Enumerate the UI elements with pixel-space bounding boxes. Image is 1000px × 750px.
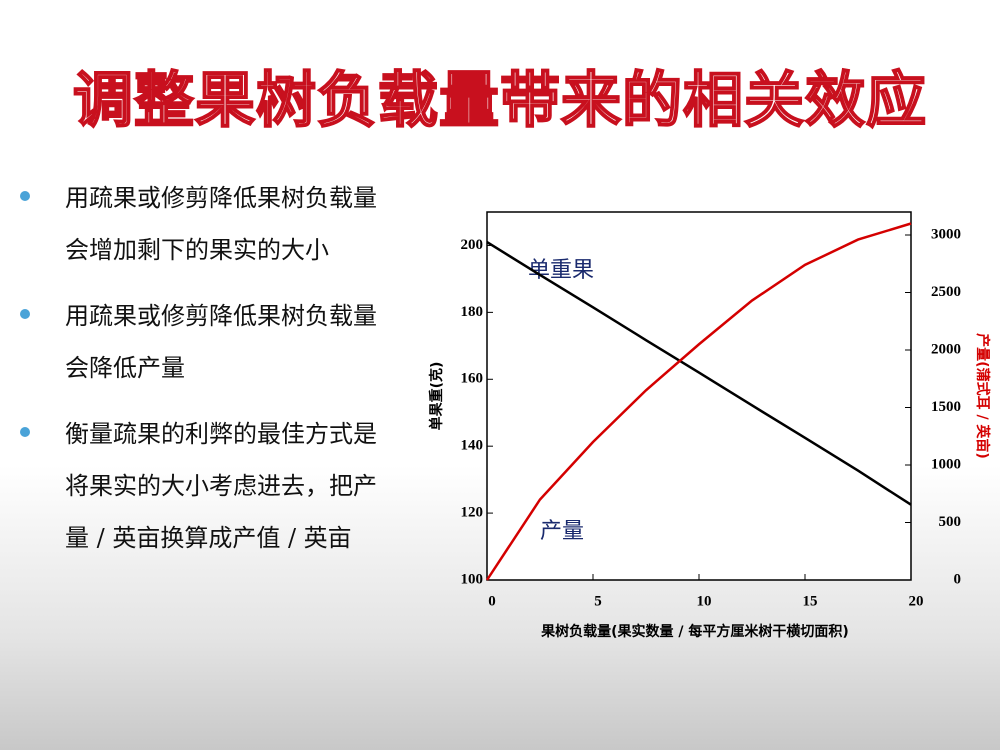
y2-tick-label: 1000 bbox=[931, 456, 961, 472]
y2-tick-label: 0 bbox=[954, 571, 962, 587]
x-tick-label: 5 bbox=[594, 593, 602, 609]
x-tick-label: 10 bbox=[697, 593, 712, 609]
y2-tick-label: 3000 bbox=[931, 226, 961, 242]
x-tick-label: 15 bbox=[803, 593, 818, 609]
y-tick-label: 180 bbox=[461, 304, 484, 320]
y2-tick-label: 2000 bbox=[931, 341, 961, 357]
series-label: 单重果 bbox=[528, 258, 594, 283]
y-axis-label: 单果重(克) bbox=[428, 362, 445, 431]
y-tick-label: 100 bbox=[461, 571, 484, 587]
slide-title: 调整果树负载量带来的相关效应 bbox=[72, 65, 927, 137]
y2-tick-label: 500 bbox=[939, 514, 962, 530]
series-label: 产量 bbox=[540, 519, 584, 544]
bullet: 用疏果或修剪降低果树负载量会降低产量 bbox=[20, 290, 400, 394]
x-tick-label: 20 bbox=[909, 593, 924, 609]
series-line bbox=[485, 222, 912, 581]
series-line bbox=[486, 241, 912, 506]
y-tick-label: 200 bbox=[461, 237, 484, 253]
x-axis-label: 果树负载量(果实数量 / 每平方厘米树干横切面积) bbox=[540, 623, 849, 640]
plot-frame bbox=[486, 211, 912, 581]
y2-tick-label: 2500 bbox=[931, 284, 961, 300]
bullet: 用疏果或修剪降低果树负载量会增加剩下的果实的大小 bbox=[20, 172, 400, 276]
y2-tick-label: 1500 bbox=[931, 399, 961, 415]
bullet: 衡量疏果的利弊的最佳方式是将果实的大小考虑进去，把产量 / 英亩换算成产值 / … bbox=[20, 408, 400, 564]
y-tick-label: 140 bbox=[461, 438, 484, 454]
bullet-list: 用疏果或修剪降低果树负载量会增加剩下的果实的大小 用疏果或修剪降低果树负载量会降… bbox=[20, 172, 400, 578]
y-tick-label: 160 bbox=[461, 371, 484, 387]
y-tick-label: 120 bbox=[461, 505, 484, 521]
x-tick-label: 0 bbox=[488, 593, 496, 609]
y2-axis-label: 产量(蒲式耳 / 英亩) bbox=[974, 333, 991, 459]
